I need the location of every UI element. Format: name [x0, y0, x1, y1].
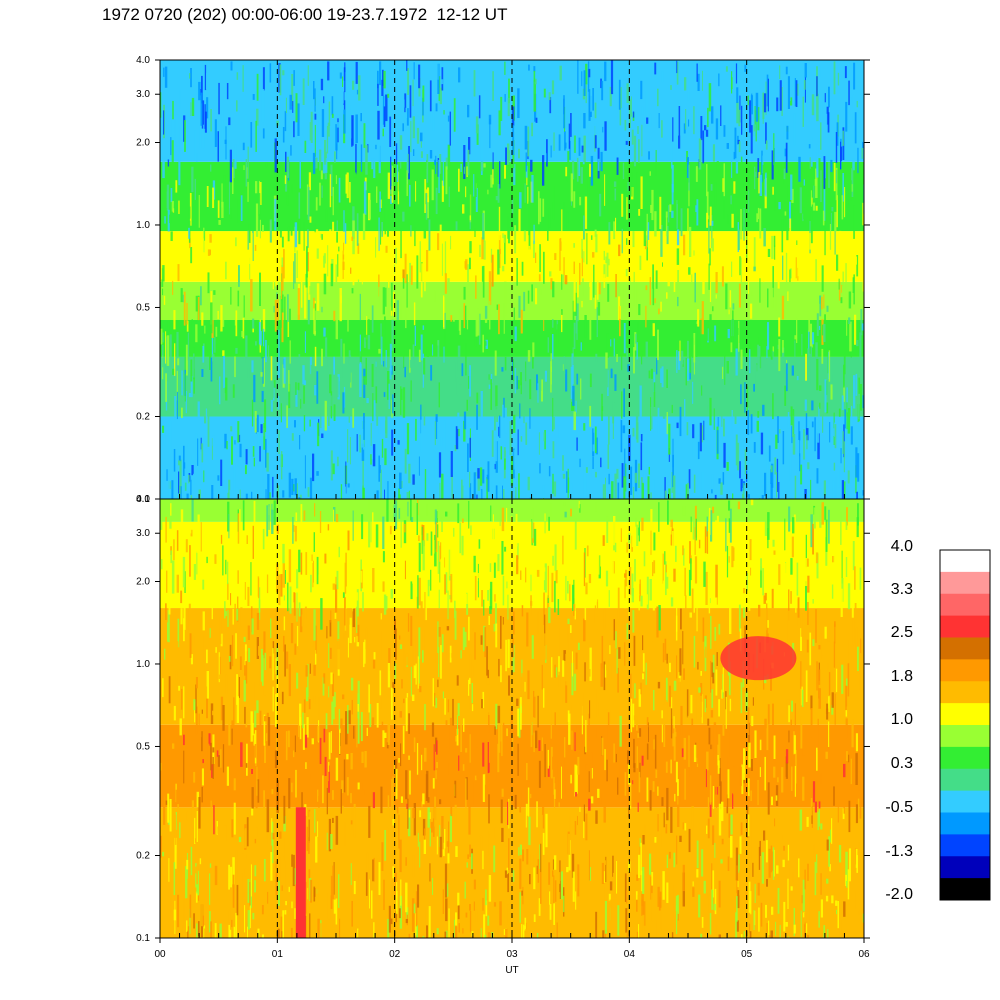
- x-tick-label: 05: [741, 949, 753, 960]
- chart-title: 1972 0720 (202) 00:00-06:00 19-23.7.1972…: [102, 5, 508, 24]
- colorbar-swatch: [940, 812, 990, 835]
- colorbar-swatch: [940, 856, 990, 879]
- colorbar-label: 0.3: [891, 755, 913, 772]
- colorbar-swatch: [940, 593, 990, 617]
- y-tick-label: 0.2: [136, 412, 150, 423]
- y-tick-label: 0.1: [136, 494, 150, 505]
- heatmap-band: [160, 231, 864, 282]
- colorbar-swatch: [940, 834, 990, 857]
- colorbar-swatch: [940, 550, 990, 573]
- y-tick-label: 3.0: [136, 89, 150, 100]
- colorbar-swatch: [940, 746, 990, 770]
- colorbar-label: -2.0: [885, 886, 913, 903]
- colorbar-swatch: [940, 790, 990, 813]
- x-tick-label: 02: [389, 949, 401, 960]
- x-tick-label: 01: [272, 949, 284, 960]
- colorbar-swatch: [940, 659, 990, 682]
- y-tick-label: 3.0: [136, 528, 150, 539]
- colorbar: 4.0 3.3 2.5 1.8 1.0 0.3 -0.5 -1.3 -2.0: [885, 538, 991, 903]
- x-axis-label: UT: [505, 965, 518, 976]
- y-tick-label: 2.0: [136, 137, 150, 148]
- colorbar-swatch: [940, 878, 990, 901]
- colorbar-label: -1.3: [885, 843, 913, 860]
- colorbar-label: 3.3: [891, 581, 913, 598]
- colorbar-label: 1.8: [891, 668, 913, 685]
- colorbar-swatch: [940, 725, 990, 748]
- colorbar-label: -0.5: [885, 799, 913, 816]
- colorbar-swatch: [940, 768, 990, 792]
- x-tick-label: 00: [154, 949, 166, 960]
- colorbar-swatch: [940, 681, 990, 704]
- heatmap-field: [160, 499, 864, 938]
- colorbar-frame: [939, 549, 991, 901]
- y-tick-label: 0.1: [136, 933, 150, 944]
- colorbar-swatch: [940, 637, 990, 660]
- colorbar-swatch: [940, 571, 990, 595]
- x-tick-label: 04: [624, 949, 636, 960]
- y-tick-label: 2.0: [136, 576, 150, 587]
- heatmap-texture: [160, 499, 864, 938]
- colorbar-label: 1.0: [891, 711, 913, 728]
- colorbar-label: 4.0: [891, 538, 913, 555]
- lower-panel: 0.1 0.2 0.5 1.0 2.0 3.0 4.0 00 01 02 03 04 05 06 UT: [136, 494, 870, 976]
- colorbar-swatch: [940, 615, 990, 638]
- heatmap-feature: [295, 807, 306, 938]
- y-tick-label: 0.2: [136, 851, 150, 862]
- upper-panel: 0.1 0.2 0.5 1.0 2.0 3.0 4.0: [136, 55, 870, 505]
- y-tick-label: 4.0: [136, 55, 150, 66]
- y-tick-label: 4.0: [136, 494, 150, 505]
- y-tick-label: 0.5: [136, 741, 150, 752]
- colorbar-swatch: [940, 703, 990, 726]
- heatmap-texture: [160, 60, 864, 499]
- colorbar-label: 2.5: [891, 624, 913, 641]
- x-tick-label: 03: [506, 949, 518, 960]
- y-tick-label: 1.0: [136, 220, 150, 231]
- x-tick-label: 06: [858, 949, 870, 960]
- heatmap-feature: [720, 636, 797, 681]
- y-tick-label: 1.0: [136, 659, 150, 670]
- y-tick-label: 0.5: [136, 302, 150, 313]
